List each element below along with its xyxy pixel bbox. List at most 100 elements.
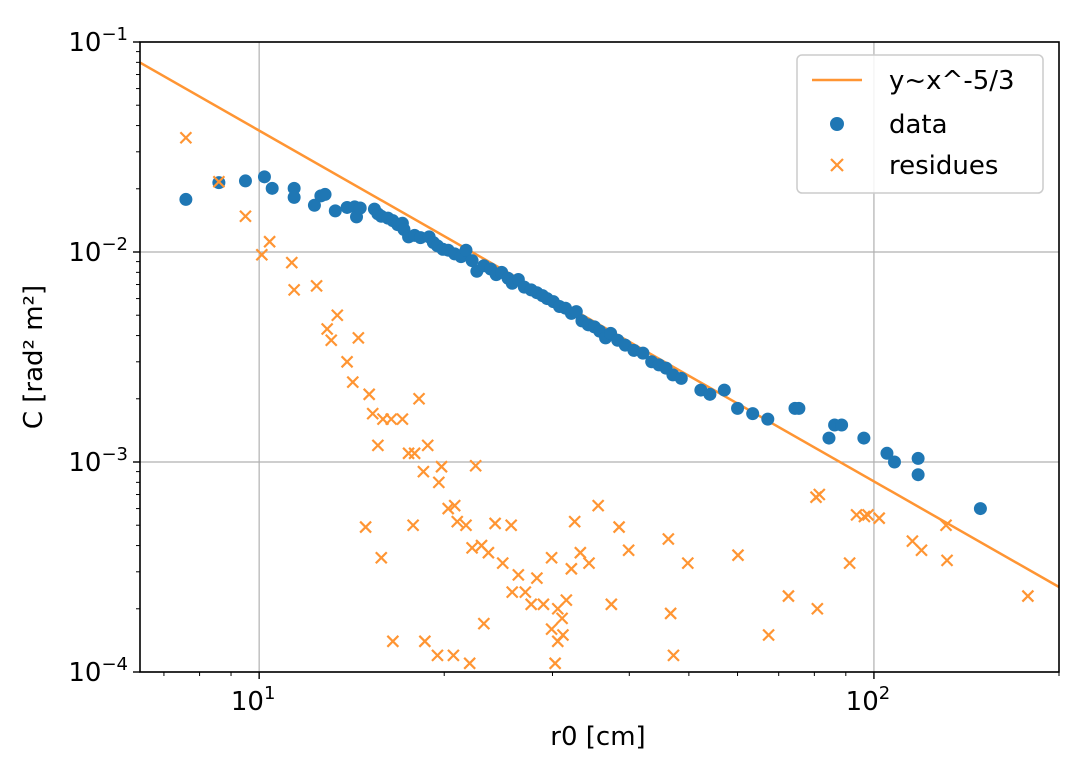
data-point <box>822 431 836 445</box>
residue-point <box>396 412 409 426</box>
residue-point <box>664 607 677 620</box>
residue-point <box>519 585 532 599</box>
legend-residues-swatch <box>830 158 844 172</box>
residue-point <box>324 333 338 347</box>
residue-point <box>331 308 344 322</box>
data-point <box>318 187 332 201</box>
y-axis-label: C [rad² m²] <box>19 285 49 429</box>
residue-point <box>560 593 573 607</box>
data-point <box>835 418 849 432</box>
residue-point <box>681 556 695 570</box>
residue-point <box>568 515 581 528</box>
legend-label-residues: residues <box>889 151 998 181</box>
y-tick-label: 10−1 <box>68 24 128 58</box>
residue-point <box>362 388 376 401</box>
residue-point <box>450 515 464 528</box>
residue-point <box>239 209 252 223</box>
residue-point <box>1021 589 1035 603</box>
residue-point <box>386 635 400 648</box>
data-point <box>238 174 252 188</box>
legend-data-swatch <box>830 117 844 131</box>
data-point <box>887 455 901 469</box>
residue-point <box>861 508 875 522</box>
data-point <box>287 190 301 204</box>
residue-point <box>263 235 276 248</box>
residue-point <box>441 502 455 515</box>
data-point <box>459 243 473 257</box>
y-tick-label: 10−4 <box>68 654 128 688</box>
residue-point <box>872 511 886 525</box>
legend-label-data: data <box>889 110 948 140</box>
data-point <box>636 346 650 360</box>
residue-point <box>463 657 476 670</box>
residue-point <box>435 460 448 473</box>
data-point <box>328 204 342 218</box>
residue-point <box>556 628 570 642</box>
residue-point <box>496 556 510 570</box>
residue-point <box>512 568 525 582</box>
y-tick-label: 10−2 <box>68 234 128 268</box>
residue-point <box>465 541 479 555</box>
residue-point <box>605 598 618 611</box>
residue-point <box>488 517 502 530</box>
residue-point <box>421 439 434 452</box>
residue-point <box>406 518 420 532</box>
residue-point <box>545 622 558 636</box>
residue-point <box>622 543 635 557</box>
y-tick-label: 10−3 <box>68 444 128 478</box>
residue-point <box>432 476 446 489</box>
residue-point <box>940 554 954 567</box>
residue-point <box>548 657 562 670</box>
residue-point <box>504 518 518 532</box>
data-point <box>880 446 894 460</box>
residue-point <box>574 546 587 559</box>
data-point <box>179 192 193 206</box>
residue-point <box>524 598 538 611</box>
legend-label-fit: y~x^-5/3 <box>889 66 1015 96</box>
data-point <box>911 451 925 465</box>
legend-box <box>796 54 1044 194</box>
data-point <box>857 431 871 445</box>
data-point <box>287 181 301 195</box>
residue-point <box>352 331 365 345</box>
residue-point <box>417 465 430 478</box>
residue-point <box>782 589 795 603</box>
residue-point <box>346 375 360 389</box>
residue-point <box>731 548 745 562</box>
residue-point <box>431 649 444 662</box>
residue-points-layer <box>179 131 1035 670</box>
residue-point <box>667 649 680 662</box>
residue-point <box>320 322 334 336</box>
residue-point <box>469 459 482 473</box>
residue-point <box>310 279 323 293</box>
data-point <box>703 387 717 401</box>
data-point <box>465 254 479 268</box>
residue-point <box>255 248 269 262</box>
residue-point <box>384 412 398 426</box>
residue-point <box>612 520 626 534</box>
x-tick-label: 101 <box>231 683 276 717</box>
residue-point <box>366 407 379 420</box>
residue-point <box>371 439 385 452</box>
x-tick-label: 102 <box>846 683 891 717</box>
data-point <box>746 407 760 421</box>
data-point <box>257 170 271 184</box>
residue-point <box>375 551 388 565</box>
residue-point <box>591 499 605 512</box>
residue-point <box>448 499 461 512</box>
axis-ticks: 101 102 10−1 10−2 10−3 10−4 <box>68 24 1060 717</box>
residue-point <box>582 556 596 570</box>
residue-point <box>915 543 928 557</box>
data-point <box>973 502 987 516</box>
data-point <box>265 181 279 195</box>
data-point <box>911 468 925 482</box>
x-axis-label: r0 [cm] <box>550 722 645 752</box>
residue-point <box>418 635 432 648</box>
residue-point <box>179 131 193 145</box>
residue-point <box>412 392 426 406</box>
residue-point <box>939 518 953 532</box>
residue-point <box>212 175 226 189</box>
residue-point <box>459 518 473 532</box>
residue-point <box>530 571 544 585</box>
data-point <box>731 401 745 415</box>
